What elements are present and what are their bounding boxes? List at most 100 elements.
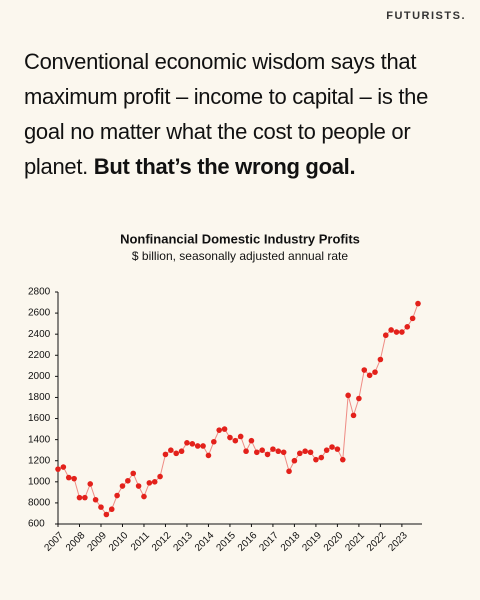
data-point [254, 449, 260, 456]
data-point [60, 464, 67, 470]
data-point [87, 481, 94, 487]
data-point [82, 494, 88, 501]
data-point [264, 451, 271, 458]
data-point [393, 329, 400, 335]
data-point [399, 329, 405, 335]
data-point [168, 447, 174, 453]
data-point [55, 466, 61, 472]
data-point [103, 511, 110, 518]
data-point [92, 496, 99, 503]
data-point [184, 440, 190, 446]
data-point [194, 443, 201, 449]
data-point [205, 452, 212, 459]
x-tick-label: 2021 [343, 530, 367, 554]
data-point [157, 473, 163, 480]
data-point [329, 444, 335, 450]
data-point [71, 475, 77, 482]
y-tick-label: 2800 [28, 287, 51, 298]
data-point [366, 372, 373, 379]
x-tick-label: 2012 [150, 530, 174, 554]
data-point [237, 433, 244, 440]
x-tick-label: 2016 [236, 530, 260, 554]
y-tick-label: 1800 [28, 392, 51, 403]
data-point [372, 369, 378, 375]
data-point [307, 449, 314, 456]
data-point [200, 443, 206, 449]
chart-subtitle: $ billion, seasonally adjusted annual ra… [132, 249, 348, 263]
x-tick-label: 2019 [300, 530, 324, 554]
data-point [361, 367, 368, 373]
x-tick-label: 2011 [129, 530, 152, 553]
data-point [382, 332, 389, 339]
data-point [76, 494, 83, 501]
chart-title: Nonfinancial Domestic Industry Profits [120, 231, 360, 246]
data-point [409, 315, 416, 322]
y-tick-label: 1600 [28, 413, 51, 424]
data-point [151, 479, 158, 485]
data-point [323, 447, 330, 453]
y-tick-label: 8000 [28, 498, 51, 509]
data-point [227, 434, 233, 441]
y-tick-label: 2200 [28, 350, 51, 361]
x-tick-label: 2020 [322, 530, 346, 554]
y-tick-label: 2600 [28, 308, 51, 319]
data-point [280, 449, 287, 456]
data-point [135, 483, 142, 489]
y-tick-label: 1400 [28, 434, 51, 445]
x-tick-label: 2010 [107, 530, 131, 554]
y-tick-label: 2000 [28, 371, 51, 382]
x-tick-label: 2018 [279, 530, 303, 554]
data-point [98, 504, 104, 510]
data-point [232, 437, 239, 444]
data-point [221, 426, 228, 432]
data-point [211, 438, 217, 445]
x-tick-label: 2008 [64, 530, 88, 554]
data-point [291, 457, 298, 464]
series-line [57, 303, 419, 516]
data-point [119, 483, 126, 489]
data-point [130, 470, 137, 477]
x-tick-label: 2023 [386, 530, 410, 554]
data-point [275, 448, 282, 455]
data-point [65, 474, 72, 481]
data-point [125, 477, 131, 484]
data-point [141, 493, 147, 500]
data-point [334, 446, 341, 452]
data-point [259, 447, 265, 453]
data-point [404, 324, 411, 330]
data-point [114, 492, 120, 499]
x-tick-label: 2017 [257, 530, 281, 554]
data-point [108, 506, 115, 513]
x-tick-label: 2022 [365, 530, 389, 554]
data-point [162, 451, 169, 458]
data-point [415, 300, 421, 307]
headline: Conventional economic wisdom says that m… [24, 44, 464, 184]
x-tick-label: 2007 [42, 530, 66, 554]
data-point [146, 480, 153, 486]
data-point [350, 412, 357, 419]
x-tick-label: 2009 [85, 530, 109, 554]
headline-emphasis: But that’s the wrong goal. [93, 154, 356, 179]
data-point [270, 446, 276, 452]
data-point [286, 468, 292, 475]
data-point [313, 456, 319, 463]
data-point [248, 437, 255, 444]
x-tick-label: 2015 [214, 530, 238, 554]
y-tick-label: 1000 [28, 476, 51, 487]
y-tick-label: 1200 [28, 455, 51, 466]
x-tick-label: 2014 [193, 530, 217, 554]
y-tick-label: 600 [28, 519, 45, 530]
data-point [178, 448, 185, 455]
brand: FUTURISTS. [386, 10, 466, 22]
data-point [356, 395, 362, 402]
data-point [189, 441, 196, 447]
data-point [243, 448, 249, 455]
data-point [296, 450, 303, 457]
data-point [339, 456, 346, 463]
x-tick-label: 2013 [171, 530, 195, 554]
data-point [216, 427, 222, 433]
data-point [345, 392, 351, 399]
data-point [302, 448, 308, 455]
